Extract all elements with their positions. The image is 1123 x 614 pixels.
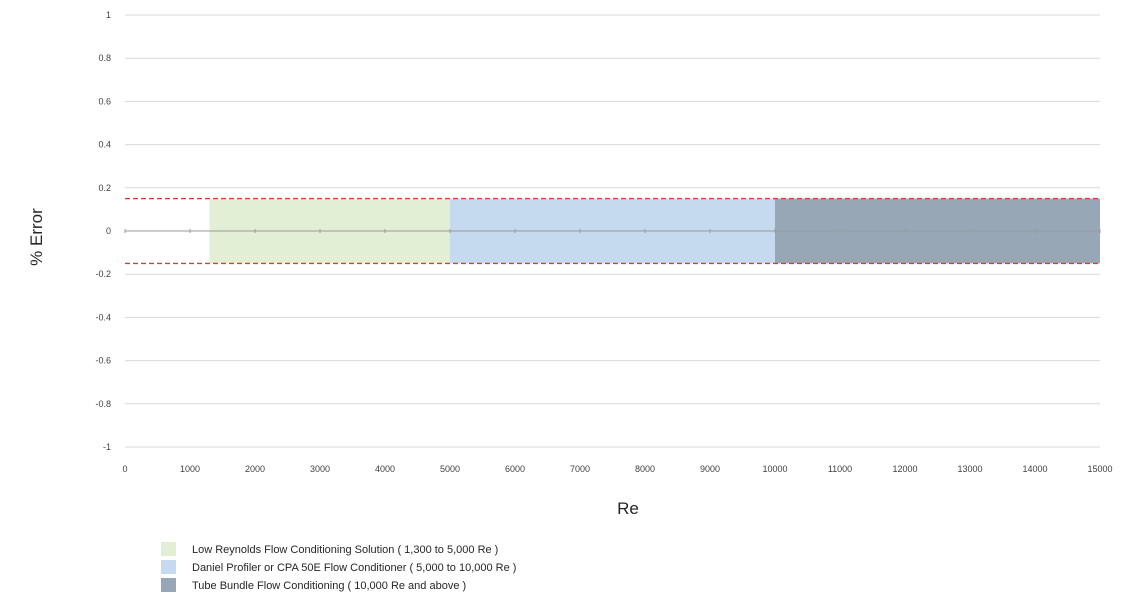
x-tick-labels: 0 1000 2000 3000 4000 5000 6000 7000 8000 9000 100… (122, 464, 1112, 474)
x-tick-label-13: 13000 (957, 464, 982, 474)
y-tick-labels: 1 0.8 0.6 0.4 0.2 0 -0.2 -0.4 -0.6 -0.8 -1 (95, 10, 111, 452)
y-tick-label-7: -0.4 (95, 312, 111, 322)
limit-lines (125, 197, 1100, 265)
y-tick-label-5: 0 (106, 226, 111, 236)
x-tick-label-14: 14000 (1022, 464, 1047, 474)
legend: Low Reynolds Flow Conditioning Solution … (161, 542, 516, 592)
x-tick-label-8: 8000 (635, 464, 655, 474)
y-tick-label-9: -0.8 (95, 399, 111, 409)
y-tick-label-1: 0.8 (98, 53, 111, 63)
x-tick-label-0: 0 (122, 464, 127, 474)
x-axis-title: Re (617, 499, 639, 518)
x-tick-label-9: 9000 (700, 464, 720, 474)
zero-axis (124, 229, 1101, 233)
legend-swatch-1 (161, 560, 176, 574)
y-tick-label-6: -0.2 (95, 269, 111, 279)
y-tick-label-0: 1 (106, 10, 111, 20)
y-tick-label-10: -1 (103, 442, 111, 452)
y-tick-label-3: 0.4 (98, 140, 111, 150)
legend-swatch-2 (161, 578, 176, 592)
y-tick-label-2: 0.6 (98, 96, 111, 106)
legend-swatch-0 (161, 542, 176, 556)
x-tick-label-1: 1000 (180, 464, 200, 474)
x-tick-label-2: 2000 (245, 464, 265, 474)
x-tick-label-5: 5000 (440, 464, 460, 474)
legend-label-0: Low Reynolds Flow Conditioning Solution … (192, 544, 498, 556)
gridlines (125, 14, 1100, 448)
x-tick-label-6: 6000 (505, 464, 525, 474)
x-tick-label-10: 10000 (762, 464, 787, 474)
x-tick-label-3: 3000 (310, 464, 330, 474)
legend-label-2: Tube Bundle Flow Conditioning ( 10,000 R… (192, 580, 466, 592)
legend-label-1: Daniel Profiler or CPA 50E Flow Conditio… (192, 562, 516, 574)
x-tick-label-4: 4000 (375, 464, 395, 474)
x-tick-label-7: 7000 (570, 464, 590, 474)
x-tick-label-12: 12000 (892, 464, 917, 474)
x-tick-label-15: 15000 (1087, 464, 1112, 474)
x-tick-label-11: 11000 (828, 464, 852, 474)
y-tick-label-8: -0.6 (95, 356, 111, 366)
y-tick-label-4: 0.2 (98, 183, 111, 193)
y-axis-title: % Error (27, 208, 46, 266)
